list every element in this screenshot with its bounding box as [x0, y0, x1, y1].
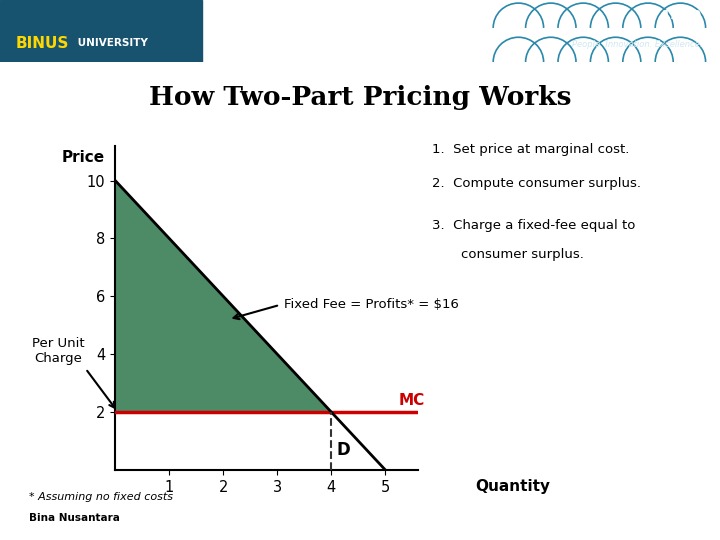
Text: * Assuming no fixed costs: * Assuming no fixed costs	[29, 491, 173, 502]
Text: Bina Nusantara: Bina Nusantara	[29, 513, 120, 523]
Text: 11-20: 11-20	[662, 9, 702, 22]
Text: consumer surplus.: consumer surplus.	[461, 248, 584, 261]
Text: How Two-Part Pricing Works: How Two-Part Pricing Works	[149, 85, 571, 110]
Text: 3.  Charge a fixed-fee equal to: 3. Charge a fixed-fee equal to	[432, 219, 635, 232]
Text: People. Innovation. Excellence.: People. Innovation. Excellence.	[572, 40, 702, 49]
Text: Quantity: Quantity	[475, 478, 550, 494]
Text: Per Unit
Charge: Per Unit Charge	[32, 337, 85, 365]
Text: MC: MC	[399, 393, 425, 408]
Text: BINUS: BINUS	[16, 36, 69, 51]
Text: D: D	[336, 441, 351, 458]
Text: 2.  Compute consumer surplus.: 2. Compute consumer surplus.	[432, 177, 641, 190]
Text: 1.  Set price at marginal cost.: 1. Set price at marginal cost.	[432, 143, 629, 156]
Text: UNIVERSITY: UNIVERSITY	[74, 38, 148, 49]
Bar	[0, 0, 202, 62]
Text: Price: Price	[61, 150, 104, 165]
Text: Fixed Fee = Profits* = $16: Fixed Fee = Profits* = $16	[284, 299, 459, 312]
Polygon shape	[115, 180, 331, 412]
